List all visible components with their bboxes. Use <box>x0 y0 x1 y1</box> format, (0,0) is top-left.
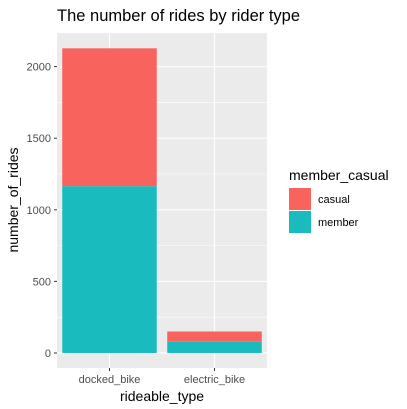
legend-key-casual <box>289 188 311 210</box>
x-tick-label: electric_bike <box>184 374 245 386</box>
y-tick-label: 500 <box>33 276 51 288</box>
y-tick-label: 1000 <box>27 205 51 217</box>
legend-label-member: member <box>318 217 359 229</box>
legend: member_casual casual member <box>289 167 389 233</box>
x-tick-label: docked_bike <box>79 374 141 386</box>
bar-member-electric_bike <box>167 341 262 353</box>
y-tick-label: 0 <box>45 348 51 360</box>
bar-casual-electric_bike <box>167 331 262 342</box>
chart-title: The number of rides by rider type <box>57 7 300 25</box>
y-axis-title: number_of_rides <box>5 147 21 252</box>
legend-label-casual: casual <box>318 194 350 206</box>
y-tick-label: 1500 <box>27 133 51 145</box>
x-axis: docked_bike electric_bike <box>79 368 245 386</box>
bar-member-docked_bike <box>62 186 157 353</box>
legend-key-member <box>289 211 311 233</box>
y-tick-label: 2000 <box>27 62 51 74</box>
bars <box>62 48 262 353</box>
bar-casual-docked_bike <box>62 48 157 187</box>
x-axis-title: rideable_type <box>120 388 204 404</box>
legend-title: member_casual <box>289 167 389 183</box>
y-axis: 0 500 1000 1500 2000 <box>27 62 57 360</box>
